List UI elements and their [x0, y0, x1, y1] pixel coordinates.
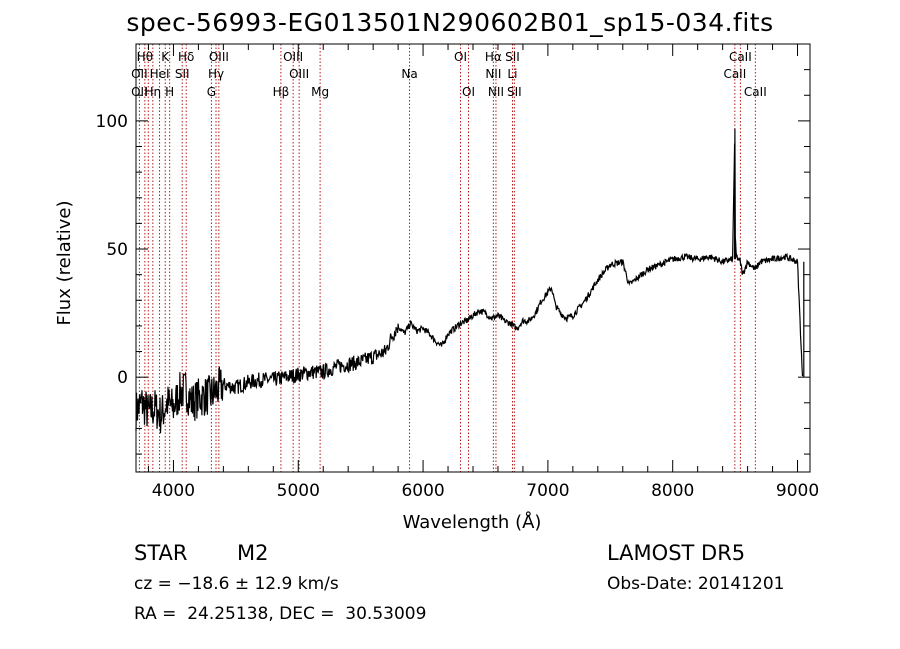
y-tick-label: 100 [96, 112, 128, 132]
line-marker-label: NII [488, 85, 504, 99]
line-marker-label: OIII [283, 50, 303, 64]
line-marker-label: Hγ [208, 67, 224, 81]
line-marker-label: OIII [209, 50, 229, 64]
x-tick-label: 8000 [651, 481, 694, 501]
redshift-cz: cz = −18.6 ± 12.9 km/s [134, 574, 339, 594]
x-axis-label: Wavelength (Å) [403, 511, 542, 533]
spectral-line-markers [138, 44, 756, 472]
x-tick-label: 4000 [152, 481, 195, 501]
line-marker-label: SII [507, 85, 522, 99]
line-marker-label: Hδ [178, 50, 194, 64]
spectrum-series-line [135, 128, 805, 434]
coordinates: RA = 24.25138, DEC = 30.53009 [134, 604, 427, 624]
line-marker-label: K [161, 50, 170, 64]
x-tick-label: 9000 [776, 481, 819, 501]
y-tick-label: 50 [106, 240, 128, 260]
line-marker-label: HeI [150, 67, 170, 81]
line-marker-label: OII [131, 85, 148, 99]
x-tick-label: 6000 [401, 481, 444, 501]
chart-title: spec-56993-EG013501N290602B01_sp15-034.f… [126, 8, 774, 37]
tick-labels: 4000 5000 6000 7000 8000 9000 0 50 100 [96, 112, 820, 501]
line-marker-label: Mg [311, 85, 329, 99]
line-marker-label: OI [454, 50, 467, 64]
object-subclass: M2 [237, 541, 269, 565]
line-marker-label: CaII [729, 50, 752, 64]
x-tick-label: 7000 [526, 481, 569, 501]
object-class: STAR [134, 541, 188, 565]
y-tick-label: 0 [117, 368, 128, 388]
line-marker-label: Li [507, 67, 517, 81]
axes [135, 43, 811, 473]
line-marker-label: CaII [723, 67, 746, 81]
line-marker-label: G [207, 85, 216, 99]
line-marker-label: Hβ [273, 85, 290, 99]
line-marker-label: OII [131, 67, 148, 81]
line-marker-label: SII [175, 67, 190, 81]
x-tick-label: 5000 [277, 481, 320, 501]
line-marker-label: CaII [744, 85, 767, 99]
line-marker-label: Hθ [137, 50, 153, 64]
line-marker-label: OIII [289, 67, 309, 81]
line-marker-label: NII [485, 67, 501, 81]
line-marker-label: OI [462, 85, 475, 99]
line-marker-label: H [165, 85, 174, 99]
observation-date: Obs-Date: 20141201 [607, 574, 785, 594]
line-marker-label: Hη [145, 85, 162, 99]
line-marker-label: Hα [485, 50, 502, 64]
line-marker-label: Na [401, 67, 417, 81]
y-axis-label: Flux (relative) [54, 200, 75, 325]
line-marker-label: SII [505, 50, 520, 64]
survey-name: LAMOST DR5 [607, 541, 746, 565]
